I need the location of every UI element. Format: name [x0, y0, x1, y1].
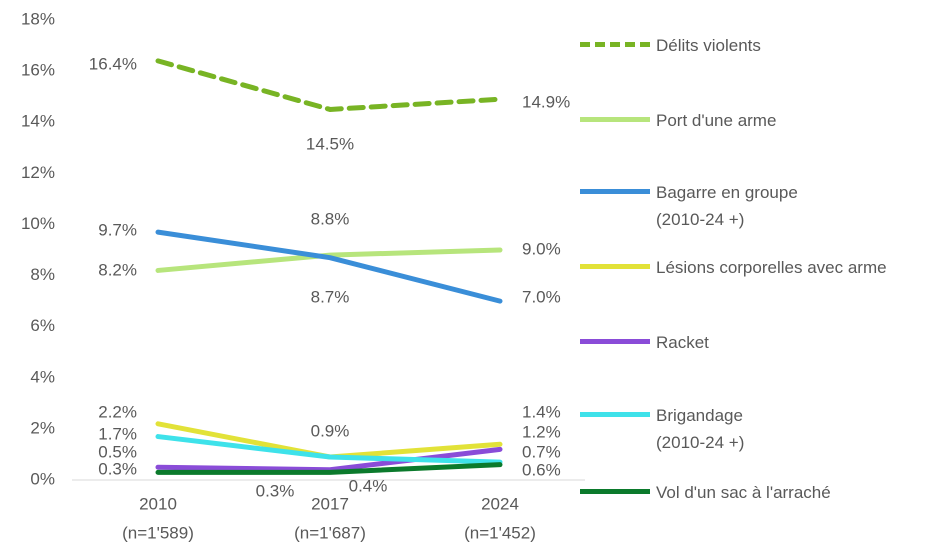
data-label: 0.6% — [522, 460, 561, 479]
legend-swatch — [580, 264, 650, 269]
legend-label: Racket — [656, 333, 709, 352]
data-label: 14.9% — [522, 92, 570, 111]
x-tick-label: 2024 — [481, 494, 519, 513]
data-label: 8.7% — [311, 287, 350, 306]
data-label: 7.0% — [522, 287, 561, 306]
legend-swatch — [580, 412, 650, 417]
series-line — [155, 247, 503, 273]
data-label: 0.4% — [349, 476, 388, 495]
data-label: 0.3% — [256, 481, 295, 500]
x-tick-subtitle: (n=1'589) — [122, 523, 194, 542]
y-tick-label: 14% — [21, 112, 55, 131]
series-line — [155, 446, 503, 473]
data-label: 0.9% — [311, 421, 350, 440]
legend-label: Bagarre en groupe (2010-24 +) — [656, 183, 798, 229]
y-tick-label: 10% — [21, 214, 55, 233]
y-tick-label: 6% — [30, 316, 55, 335]
series-line — [155, 434, 503, 465]
data-label: 9.0% — [522, 239, 561, 258]
x-tick-subtitle: (n=1'687) — [294, 523, 366, 542]
y-tick-label: 12% — [21, 163, 55, 182]
series-line — [155, 229, 503, 304]
data-label: 0.5% — [98, 442, 137, 461]
legend-swatch — [580, 489, 650, 494]
legend-swatch — [580, 42, 650, 47]
y-tick-label: 2% — [30, 418, 55, 437]
legend-label: Lésions corporelles avec arme — [656, 258, 887, 277]
legend-label: Délits violents — [656, 36, 761, 55]
data-label: 2.2% — [98, 402, 137, 421]
legend-label: Vol d'un sac à l'arraché — [656, 483, 831, 502]
series-line — [155, 462, 503, 475]
data-label: 8.8% — [311, 209, 350, 228]
data-label: 1.7% — [98, 424, 137, 443]
data-label: 0.7% — [522, 442, 561, 461]
legend-swatch — [580, 339, 650, 344]
data-label: 8.2% — [98, 260, 137, 279]
data-label: 1.2% — [522, 422, 561, 441]
data-label: 16.4% — [89, 54, 137, 73]
y-tick-label: 4% — [30, 367, 55, 386]
y-tick-label: 0% — [30, 469, 55, 488]
data-label: 1.4% — [522, 402, 561, 421]
data-label: 0.3% — [98, 459, 137, 478]
data-label: 9.7% — [98, 220, 137, 239]
legend-label: Port d'une arme — [656, 111, 777, 130]
x-tick-label: 2017 — [311, 494, 349, 513]
legend-swatch — [580, 189, 650, 194]
x-tick-label: 2010 — [139, 494, 177, 513]
series-line — [155, 58, 503, 112]
legend-swatch — [580, 117, 650, 122]
y-tick-label: 18% — [21, 9, 55, 28]
y-tick-label: 8% — [30, 265, 55, 284]
x-tick-subtitle: (n=1'452) — [464, 523, 536, 542]
y-tick-label: 16% — [21, 61, 55, 80]
data-label: 14.5% — [306, 134, 354, 153]
legend-label: Brigandage (2010-24 +) — [656, 406, 745, 452]
